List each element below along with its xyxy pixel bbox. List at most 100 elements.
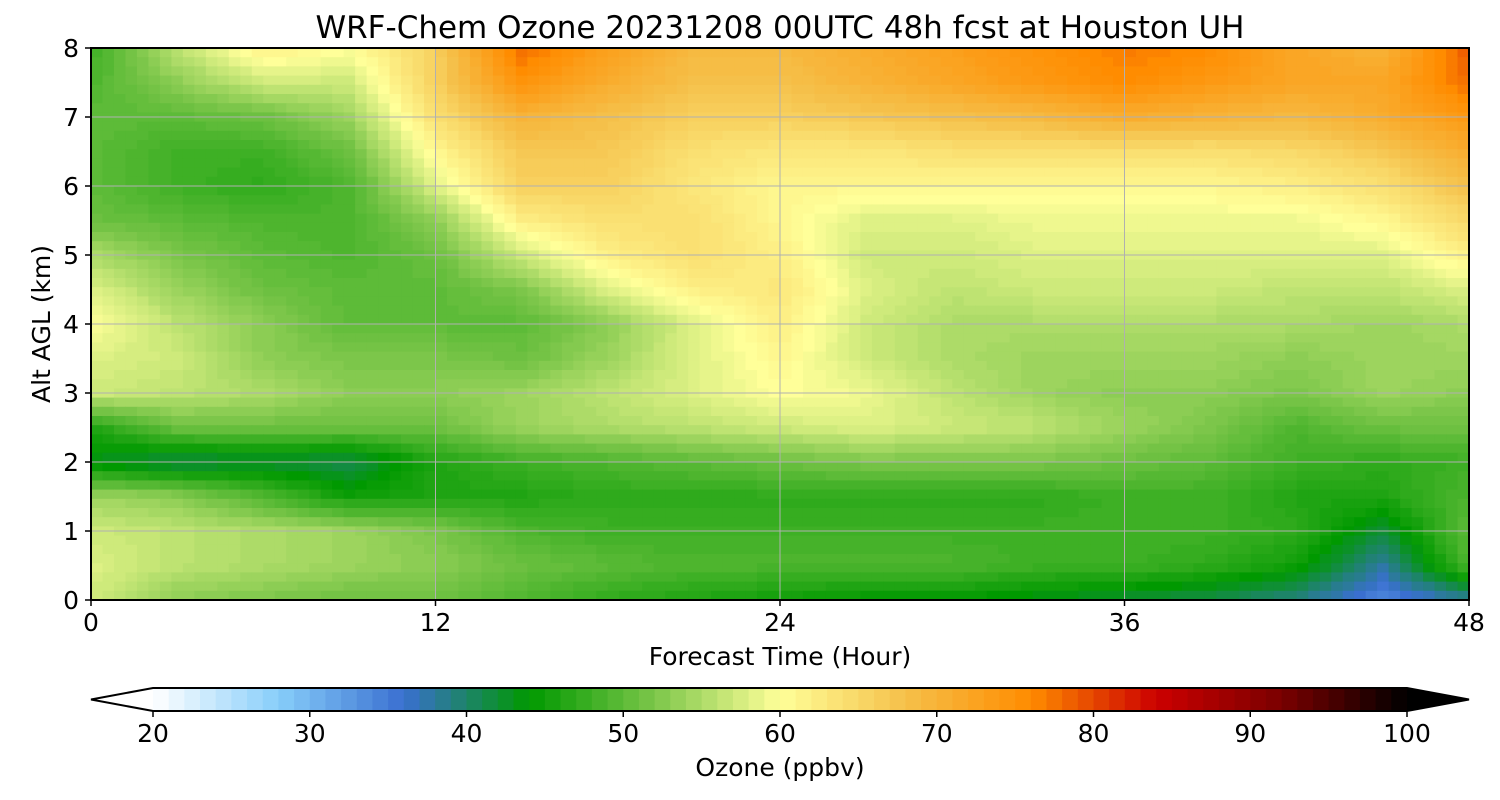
- ozone-cell: [1434, 121, 1447, 132]
- ozone-cell: [837, 167, 850, 178]
- ozone-cell: [1204, 213, 1217, 224]
- ozone-cell: [929, 186, 942, 196]
- ozone-cell: [780, 204, 793, 215]
- ozone-cell: [1423, 416, 1436, 426]
- ozone-cell: [722, 333, 735, 343]
- ozone-cell: [676, 94, 689, 104]
- ozone-cell: [515, 222, 528, 233]
- ozone-cell: [917, 342, 930, 353]
- ozone-cell: [802, 84, 816, 95]
- ozone-cell: [871, 48, 884, 58]
- ozone-cell: [274, 379, 287, 389]
- ozone-cell: [791, 379, 804, 389]
- ozone-cell: [1078, 167, 1091, 178]
- ozone-cell: [1135, 204, 1149, 215]
- ozone-cell: [653, 360, 666, 371]
- ozone-cell: [986, 259, 999, 270]
- ozone-cell: [929, 57, 942, 67]
- ozone-cell: [676, 397, 689, 408]
- ozone-cell: [515, 167, 528, 178]
- ozone-cell: [182, 140, 195, 150]
- ozone-cell: [929, 103, 942, 113]
- ozone-cell: [561, 278, 574, 288]
- ozone-cell: [1377, 222, 1390, 233]
- ozone-cell: [802, 195, 816, 205]
- ozone-cell: [1262, 287, 1275, 297]
- ozone-cell: [1411, 213, 1424, 224]
- ozone-cell: [952, 130, 965, 141]
- ozone-cell: [263, 416, 276, 426]
- ozone-cell: [125, 397, 138, 408]
- ozone-cell: [412, 259, 425, 270]
- ozone-cell: [1204, 342, 1217, 353]
- ozone-cell: [998, 186, 1011, 196]
- ozone-cell: [527, 57, 540, 67]
- ozone-cell: [848, 259, 861, 270]
- ozone-cell: [1388, 287, 1401, 297]
- ozone-cell: [343, 324, 356, 334]
- ozone-cell: [286, 158, 299, 169]
- ozone-cell: [251, 94, 264, 104]
- ozone-cell: [1135, 406, 1149, 417]
- ozone-cell: [1032, 278, 1045, 288]
- ozone-cell: [699, 213, 712, 224]
- ozone-cell: [619, 379, 632, 389]
- ozone-cell: [734, 324, 747, 334]
- ozone-cell: [883, 94, 896, 104]
- ozone-cell: [1319, 342, 1332, 353]
- ozone-cell: [1273, 232, 1286, 242]
- ozone-cell: [561, 213, 574, 224]
- ozone-cell: [561, 351, 574, 362]
- ozone-cell: [1457, 360, 1469, 371]
- ozone-cell: [389, 232, 402, 242]
- ozone-cell: [91, 370, 104, 380]
- ozone-cell: [1090, 84, 1103, 95]
- ozone-cell: [630, 186, 643, 196]
- ozone-cell: [205, 176, 218, 187]
- ozone-cell: [1239, 66, 1252, 77]
- ozone-cell: [998, 48, 1011, 58]
- ozone-cell: [171, 130, 184, 141]
- ozone-cell: [607, 425, 620, 435]
- ozone-cell: [1021, 287, 1034, 297]
- ozone-cell: [263, 351, 276, 362]
- ozone-cell: [424, 48, 437, 58]
- ozone-cell: [297, 397, 310, 408]
- ozone-cell: [573, 186, 586, 196]
- ozone-cell: [963, 268, 976, 279]
- ozone-cell: [986, 167, 999, 178]
- ozone-cell: [1021, 416, 1034, 426]
- ozone-cell: [780, 84, 793, 95]
- ozone-cell: [148, 241, 161, 251]
- ozone-cell: [561, 333, 574, 343]
- ozone-cell: [1193, 397, 1206, 408]
- ozone-cell: [607, 84, 620, 95]
- ozone-cell: [688, 416, 701, 426]
- ozone-cell: [757, 268, 770, 279]
- ozone-cell: [286, 84, 299, 95]
- ozone-cell: [883, 103, 896, 113]
- ozone-cell: [825, 94, 839, 104]
- ozone-cell: [757, 351, 770, 362]
- ozone-cell: [1400, 314, 1413, 325]
- ozone-cell: [1411, 130, 1424, 141]
- ozone-cell: [263, 259, 276, 270]
- ozone-cell: [91, 406, 104, 417]
- ozone-cell: [1124, 397, 1137, 408]
- ozone-cell: [1193, 222, 1206, 233]
- ozone-cell: [274, 158, 287, 169]
- ozone-cell: [871, 259, 884, 270]
- ozone-cell: [332, 75, 345, 86]
- ozone-cell: [113, 351, 127, 362]
- ozone-cell: [561, 140, 574, 150]
- ozone-cell: [1227, 370, 1240, 380]
- ozone-cell: [607, 305, 620, 316]
- ozone-cell: [871, 204, 884, 215]
- ozone-cell: [929, 195, 942, 205]
- ozone-cell: [561, 186, 574, 196]
- ozone-cell: [561, 360, 574, 371]
- ozone-cell: [699, 324, 712, 334]
- ozone-cell: [1377, 213, 1390, 224]
- ozone-cell: [814, 66, 827, 77]
- ozone-cell: [1067, 351, 1080, 362]
